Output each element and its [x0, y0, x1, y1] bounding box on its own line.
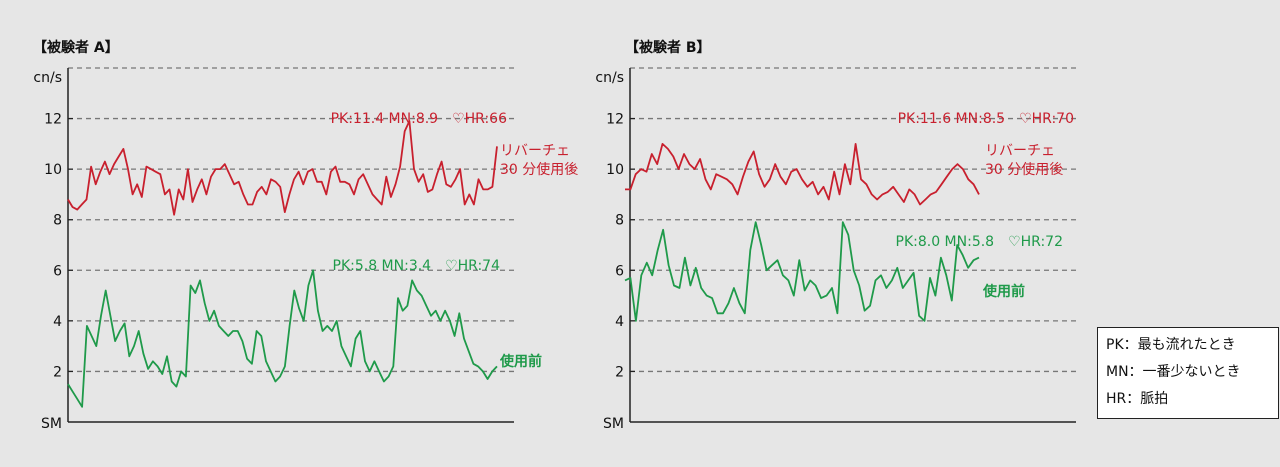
chart-a-after-label-line2: 30 分使用後 — [500, 161, 578, 178]
y-tick-label: 10 — [44, 162, 62, 178]
chart-a-after-stats: PK:11.4 MN:8.9 ♡HR:66 — [331, 111, 507, 127]
chart-b-after-stats: PK:11.6 MN:8.5 ♡HR:70 — [898, 111, 1074, 127]
series-line-before — [67, 269, 498, 408]
legend-item-hr: HR：脈拍 — [1106, 391, 1169, 407]
chart-panel-b: 【被験者 B】 cn/s SM 2 4 6 8 10 12 PK:11.6 MN:8.5 … — [595, 39, 1076, 432]
chart-b-y-axis-label: cn/s — [595, 70, 624, 86]
series-line-after — [625, 142, 980, 206]
chart-b-after-label-line2: 30 分使用後 — [985, 161, 1063, 178]
y-tick-label: 2 — [615, 364, 624, 380]
y-tick-label: 8 — [53, 213, 62, 229]
legend-item-pk: PK：最も流れたとき — [1106, 337, 1236, 353]
chart-a-before-label: 使用前 — [499, 353, 542, 370]
y-tick-label: 10 — [606, 162, 624, 178]
y-tick-label: 4 — [53, 314, 62, 330]
chart-panel-a: 【被験者 A】 cn/s SM 2 4 6 8 10 12 PK:11.4 MN:8.9 … — [33, 39, 578, 432]
chart-b-y-axis-min-label: SM — [603, 416, 624, 432]
chart-b-after-label-line1: リバーチェ — [985, 143, 1055, 159]
chart-a-y-axis-min-label: SM — [41, 416, 62, 432]
chart-b-before-stats: PK:8.0 MN:5.8 ♡HR:72 — [896, 234, 1064, 250]
y-tick-label: 6 — [615, 263, 624, 279]
series-line-before — [624, 221, 980, 322]
y-tick-label: 4 — [615, 314, 624, 330]
y-tick-label: 12 — [606, 112, 624, 128]
y-tick-label: 12 — [44, 112, 62, 128]
legend-item-mn: MN：一番少ないとき — [1106, 364, 1241, 380]
chart-a-after-label-line1: リバーチェ — [500, 143, 570, 159]
legend-box: PK：最も流れたとき MN：一番少ないとき HR：脈拍 — [1097, 327, 1279, 419]
chart-b-title: 【被験者 B】 — [625, 39, 711, 56]
series-line-after — [67, 120, 498, 216]
y-tick-label: 6 — [53, 263, 62, 279]
chart-a-title: 【被験者 A】 — [33, 39, 119, 56]
y-tick-label: 2 — [53, 364, 62, 380]
y-tick-label: 8 — [615, 213, 624, 229]
chart-a-before-stats: PK:5.8 MN:3.4 ♡HR:74 — [333, 258, 501, 274]
chart-a-y-axis-label: cn/s — [33, 70, 62, 86]
chart-b-before-label: 使用前 — [982, 283, 1025, 300]
